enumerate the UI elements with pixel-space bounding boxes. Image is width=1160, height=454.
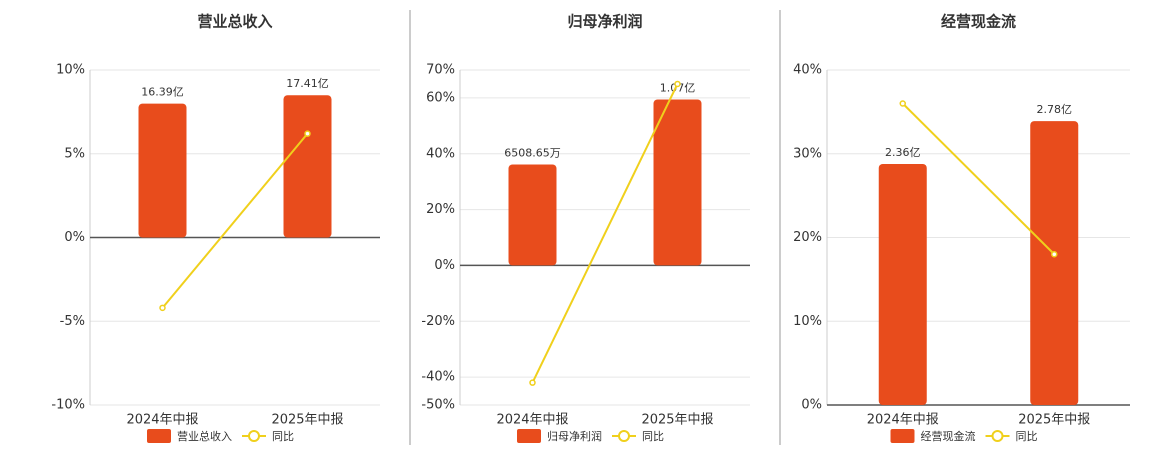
y-tick-label: -10% <box>51 398 85 413</box>
x-tick-label: 2025年中报 <box>271 413 343 428</box>
y-tick-label: 40% <box>426 146 455 161</box>
yoy-point <box>899 100 906 107</box>
yoy-line <box>161 133 309 309</box>
legend-swatch <box>517 429 541 443</box>
yoy-point <box>674 80 681 88</box>
legend-label: 归母净利润 <box>547 429 602 443</box>
value-label: 6508.65万 <box>504 146 561 159</box>
yoy-point <box>529 379 536 386</box>
yoy-point <box>304 130 311 137</box>
x-tick-label: 2024年中报 <box>867 413 939 428</box>
legend-label: 经营现金流 <box>921 429 976 443</box>
yoy-line <box>902 102 1055 255</box>
y-tick-label: 60% <box>426 90 455 105</box>
y-tick-label: 40% <box>793 63 822 78</box>
y-tick-label: -50% <box>421 398 455 413</box>
value-label: 17.41亿 <box>286 77 329 90</box>
y-tick-label: 0% <box>64 230 85 245</box>
x-tick-label: 2025年中报 <box>1018 413 1090 428</box>
y-tick-label: 10% <box>56 63 85 78</box>
yoy-line <box>531 83 679 384</box>
legend-swatch <box>890 429 915 443</box>
bar <box>1030 121 1079 405</box>
value-label: 1.07亿 <box>660 81 696 94</box>
x-tick-label: 2024年中报 <box>496 413 568 428</box>
value-label: 16.39亿 <box>141 86 184 99</box>
y-tick-label: 0% <box>801 398 822 413</box>
y-tick-label: 20% <box>426 202 455 217</box>
chart-title: 归母净利润 <box>567 13 642 31</box>
chart-title: 营业总收入 <box>197 13 272 31</box>
legend-marker <box>618 430 630 442</box>
y-tick-label: -40% <box>421 370 455 385</box>
y-tick-label: 70% <box>426 63 455 78</box>
y-tick-label: 30% <box>793 146 822 161</box>
legend-label: 同比 <box>272 430 294 443</box>
legend-marker <box>991 430 1004 442</box>
bar <box>508 164 557 266</box>
legend-swatch <box>147 429 171 443</box>
y-tick-label: 5% <box>64 146 85 161</box>
bar <box>283 95 332 238</box>
y-tick-label: -5% <box>60 314 85 329</box>
x-tick-label: 2025年中报 <box>641 413 713 428</box>
legend-label: 同比 <box>642 430 664 443</box>
bar <box>138 103 187 238</box>
y-tick-label: 20% <box>793 230 822 245</box>
value-label: 2.78亿 <box>1037 103 1073 116</box>
yoy-point <box>159 304 166 312</box>
y-tick-label: 10% <box>793 314 822 329</box>
x-tick-label: 2024年中报 <box>126 413 198 428</box>
y-tick-label: -20% <box>421 314 455 329</box>
y-tick-label: 0% <box>434 258 455 273</box>
value-label: 2.36亿 <box>885 146 921 159</box>
bar <box>653 99 702 266</box>
legend-label: 同比 <box>1016 430 1038 443</box>
chart-title: 经营现金流 <box>941 13 1016 31</box>
legend-label: 营业总收入 <box>177 429 232 443</box>
legend-marker <box>248 430 260 442</box>
bar <box>878 163 927 405</box>
yoy-point <box>1051 251 1058 258</box>
